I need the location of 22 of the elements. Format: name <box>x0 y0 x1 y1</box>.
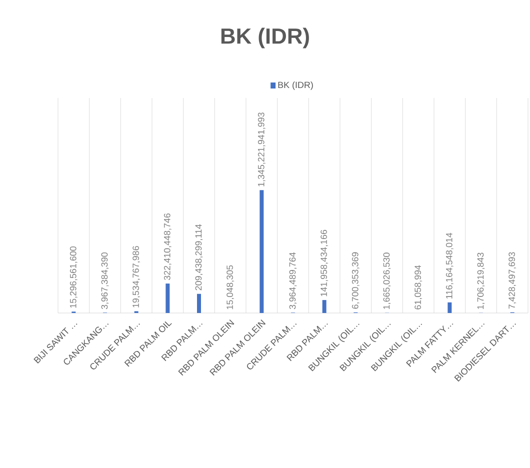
data-label: 15,048,305 <box>226 265 234 310</box>
data-label: 1,345,221,941,993 <box>258 112 266 186</box>
bar <box>166 284 170 313</box>
data-label: 6,700,353,369 <box>352 252 360 309</box>
data-label: 19,534,767,986 <box>132 246 140 308</box>
data-label: 116,164,548,014 <box>446 232 454 299</box>
legend-label: BK (IDR) <box>278 82 313 90</box>
bar <box>322 300 326 313</box>
data-label: 3,964,489,764 <box>289 252 297 310</box>
bar <box>448 302 452 313</box>
data-label: 3,967,384,390 <box>101 252 109 310</box>
data-label: 141,958,434,166 <box>320 230 328 296</box>
data-label: 61,058,994 <box>414 265 422 310</box>
data-label: 322,410,448,746 <box>164 213 172 280</box>
data-label: 209,438,299,114 <box>195 224 203 290</box>
data-label: 15,296,561,600 <box>70 246 78 308</box>
data-label: 7,428,497,693 <box>508 252 516 309</box>
bar <box>197 294 201 313</box>
chart-title: BK (IDR) <box>221 28 309 48</box>
data-label: 1,665,026,530 <box>383 252 391 309</box>
data-label: 1,706,219,843 <box>477 252 485 309</box>
bar <box>260 190 264 313</box>
